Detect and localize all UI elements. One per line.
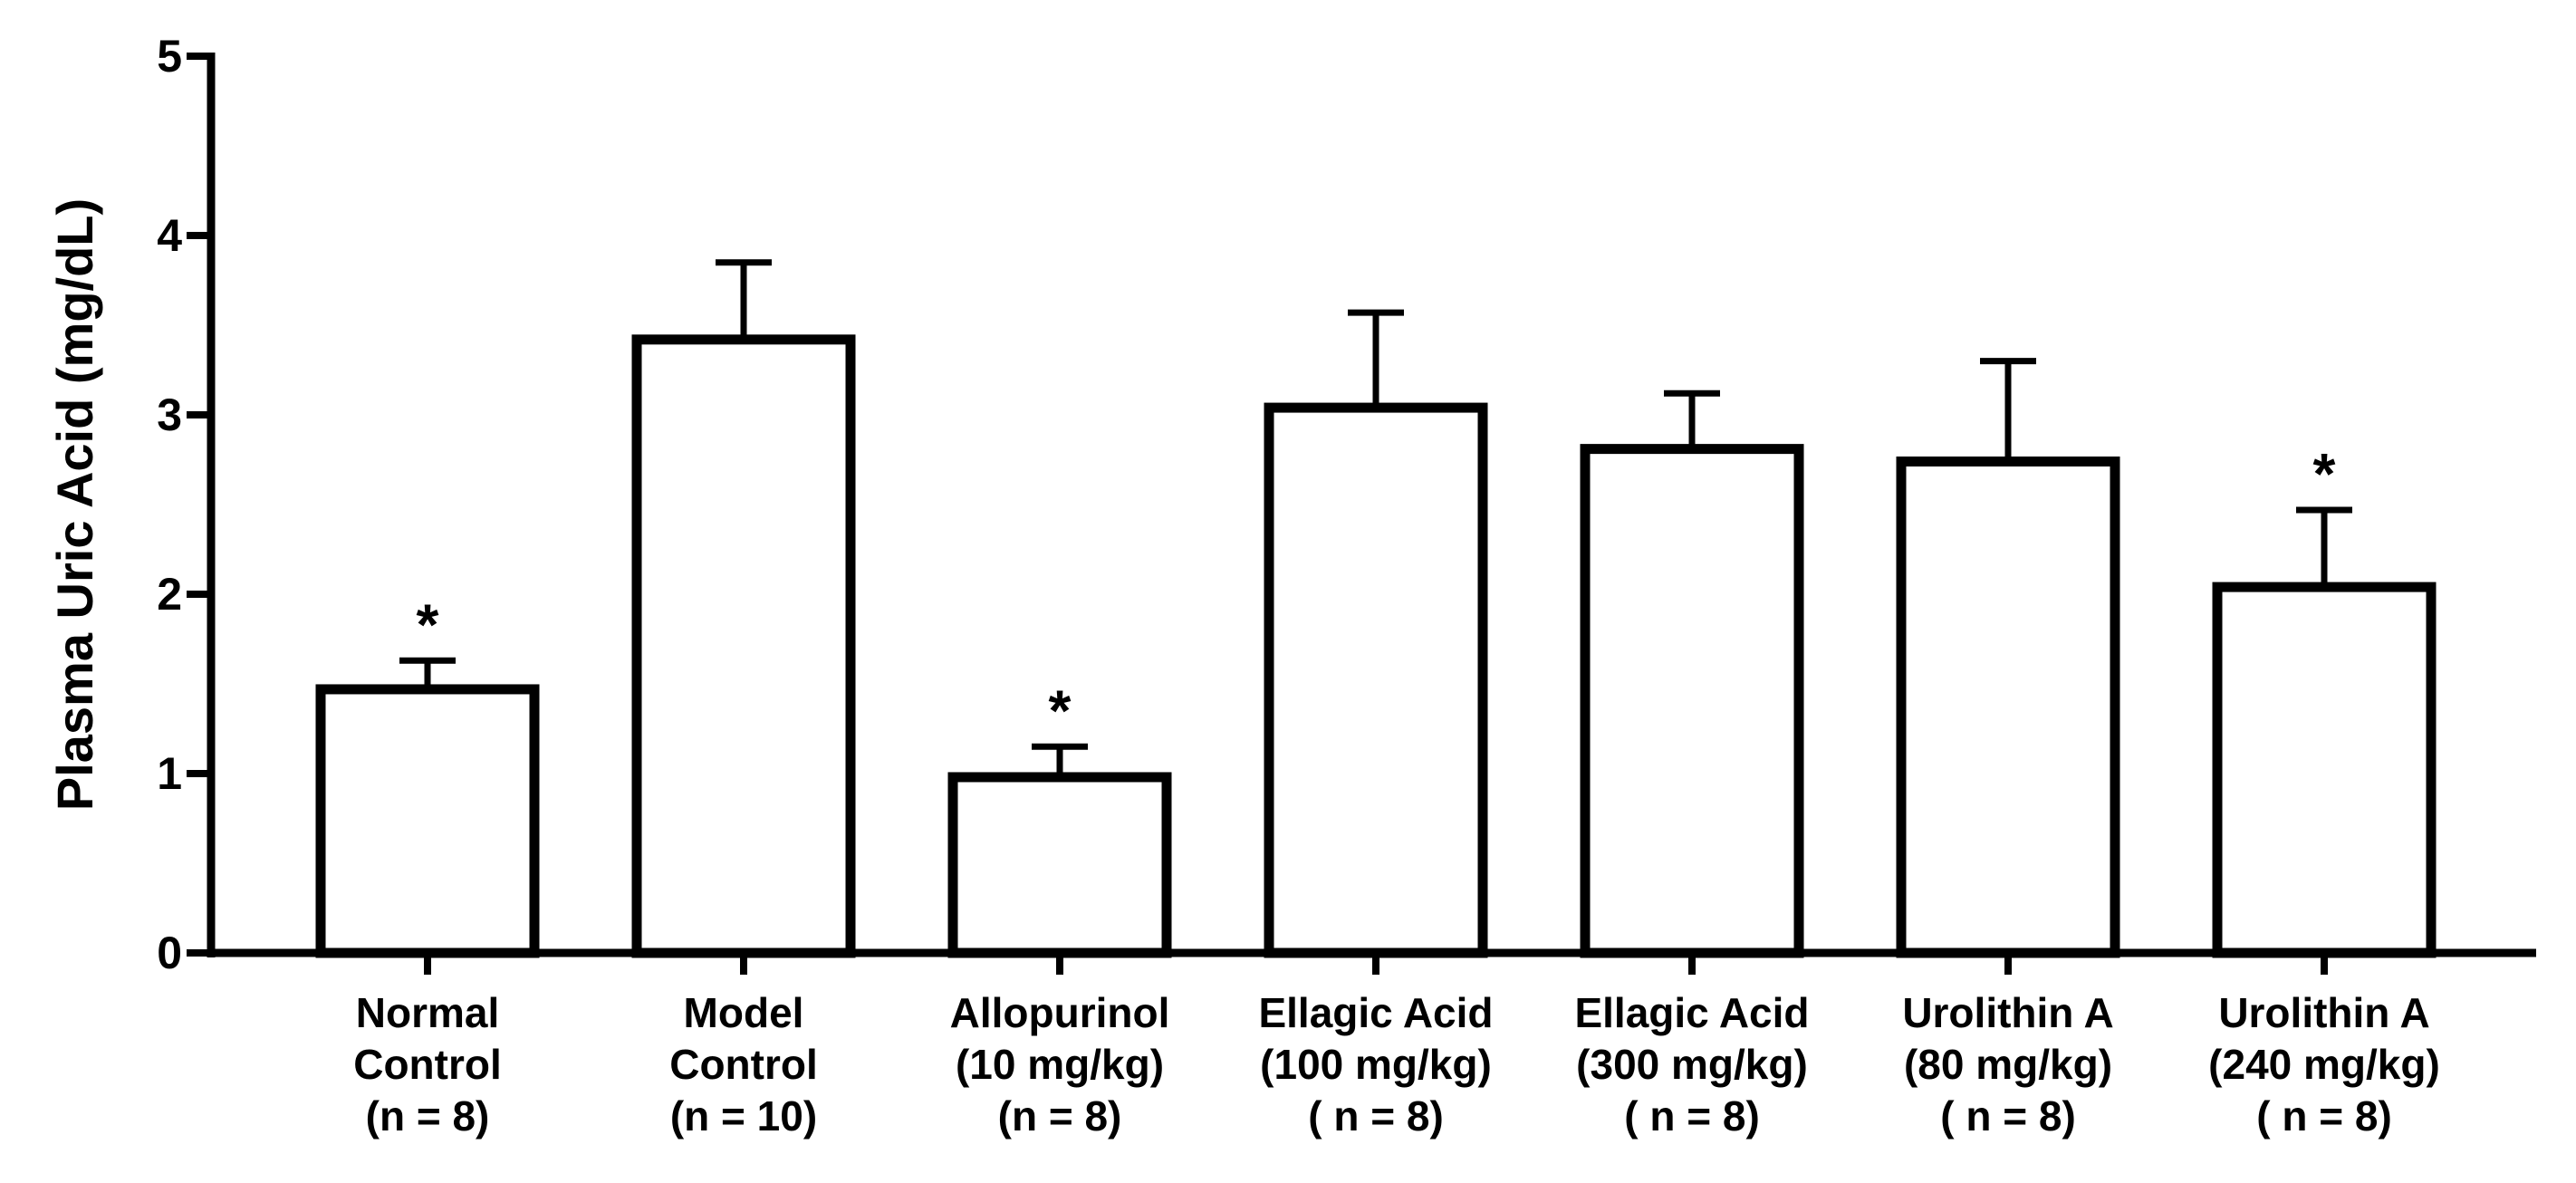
- y-tick-label-3: 3: [157, 390, 182, 440]
- category-label-3-line-1: Allopurinol: [950, 989, 1170, 1036]
- category-label-5-line-1: Ellagic Acid: [1574, 989, 1809, 1036]
- category-label-7-line-1: Urolithin A: [2218, 989, 2429, 1036]
- y-tick-label-1: 1: [157, 748, 182, 799]
- category-label-6-line-1: Urolithin A: [1902, 989, 2113, 1036]
- axes-group: [187, 53, 2536, 975]
- bar-7: [2212, 582, 2437, 958]
- bar-3: [947, 772, 1172, 958]
- category-label-4-line-2: (100 mg/kg): [1260, 1041, 1492, 1088]
- bar-6: [1896, 456, 2120, 958]
- category-label-7-line-3: ( n = 8): [2256, 1092, 2392, 1140]
- error-bars-group: [399, 259, 2352, 777]
- y-axis-title: Plasma Uric Acid (mg/dL): [46, 198, 103, 811]
- category-label-6-line-2: (80 mg/kg): [1904, 1041, 2112, 1088]
- y-tick-label-5: 5: [157, 31, 182, 82]
- significance-star-3: *: [1049, 678, 1072, 743]
- category-label-4-line-1: Ellagic Acid: [1258, 989, 1493, 1036]
- category-label-2-line-1: Model: [684, 989, 804, 1036]
- category-label-1-line-1: Normal: [356, 989, 499, 1036]
- bar-2: [631, 334, 856, 958]
- bar-4: [1264, 402, 1488, 958]
- category-label-5-line-2: (300 mg/kg): [1576, 1041, 1808, 1088]
- category-label-2-line-3: (n = 10): [670, 1092, 817, 1140]
- bars-group: [315, 334, 2437, 958]
- y-tick-label-0: 0: [157, 928, 182, 978]
- category-label-2-line-2: Control: [669, 1041, 818, 1088]
- bar-1: [315, 684, 540, 958]
- bar-5: [1580, 444, 1804, 958]
- category-label-1-line-3: (n = 8): [366, 1092, 490, 1140]
- significance-star-7: *: [2313, 441, 2336, 506]
- significance-star-1: *: [417, 592, 439, 657]
- category-label-3-line-3: (n = 8): [998, 1092, 1122, 1140]
- category-label-4-line-3: ( n = 8): [1308, 1092, 1444, 1140]
- y-tick-label-4: 4: [157, 210, 182, 261]
- category-label-1-line-2: Control: [353, 1041, 502, 1088]
- category-label-5-line-3: ( n = 8): [1624, 1092, 1760, 1140]
- y-tick-label-2: 2: [157, 569, 182, 620]
- category-label-7-line-2: (240 mg/kg): [2208, 1041, 2440, 1088]
- category-label-6-line-3: ( n = 8): [1940, 1092, 2076, 1140]
- category-label-3-line-2: (10 mg/kg): [956, 1041, 1164, 1088]
